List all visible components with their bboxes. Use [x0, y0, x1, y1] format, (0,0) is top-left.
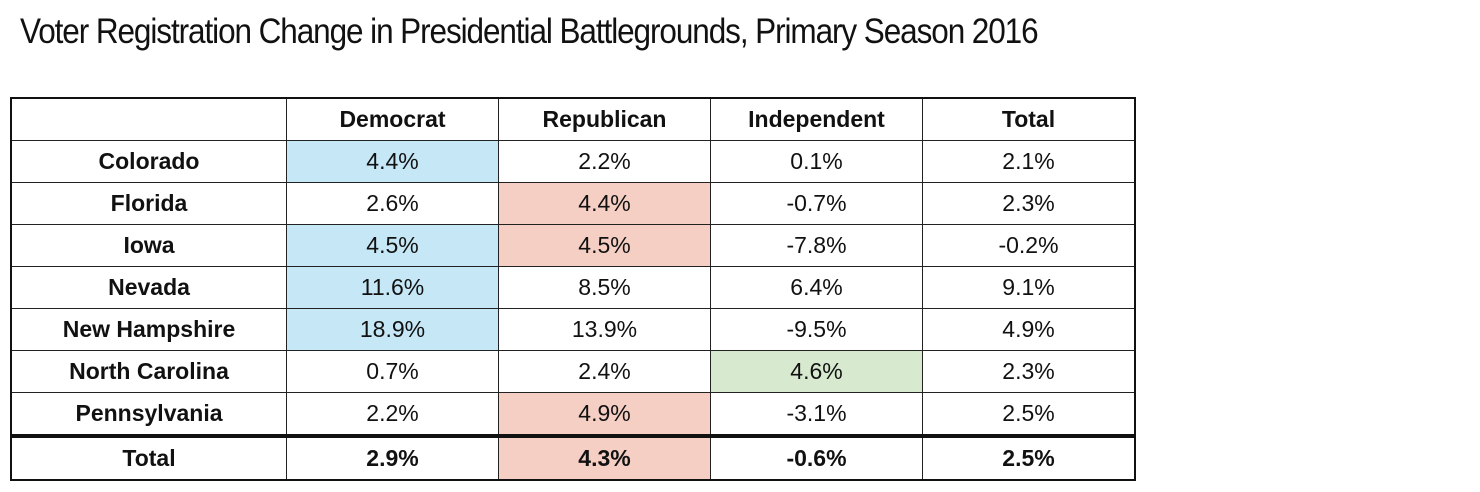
table-cell: 4.9%: [498, 392, 711, 437]
table-cell: 11.6%: [286, 266, 499, 309]
row-label: Pennsylvania: [10, 392, 287, 437]
table-row: New Hampshire 18.9% 13.9% -9.5% 4.9%: [10, 308, 1136, 351]
table-cell: 2.4%: [498, 350, 711, 393]
header-cell: Total: [922, 97, 1136, 141]
table-cell: 2.2%: [286, 392, 499, 437]
table-cell: 4.6%: [710, 350, 923, 393]
row-label: Nevada: [10, 266, 287, 309]
table-cell: 18.9%: [286, 308, 499, 351]
table-cell: 2.6%: [286, 182, 499, 225]
table-cell: -7.8%: [710, 224, 923, 267]
row-label: New Hampshire: [10, 308, 287, 351]
table-cell: 2.5%: [922, 392, 1136, 437]
table-cell: 2.3%: [922, 182, 1136, 225]
table-row: Colorado 4.4% 2.2% 0.1% 2.1%: [10, 140, 1136, 183]
table-cell: 4.3%: [498, 434, 711, 481]
row-label: Iowa: [10, 224, 287, 267]
table-cell: 4.5%: [498, 224, 711, 267]
table-cell: -0.7%: [710, 182, 923, 225]
table: Democrat Republican Independent Total Color…: [10, 97, 1136, 481]
table-cell: -0.6%: [710, 434, 923, 481]
table-cell: 2.9%: [286, 434, 499, 481]
table-row: Pennsylvania 2.2% 4.9% -3.1% 2.5%: [10, 392, 1136, 437]
table-cell: -3.1%: [710, 392, 923, 437]
table-cell: 4.4%: [286, 140, 499, 183]
row-label: Colorado: [10, 140, 287, 183]
table-cell: 0.1%: [710, 140, 923, 183]
table-cell: 2.1%: [922, 140, 1136, 183]
row-label: North Carolina: [10, 350, 287, 393]
table-row: North Carolina 0.7% 2.4% 4.6% 2.3%: [10, 350, 1136, 393]
table-cell: 2.3%: [922, 350, 1136, 393]
table-cell: 6.4%: [710, 266, 923, 309]
title: Voter Registration Change in Presidentia…: [20, 12, 1039, 51]
header-cell: Republican: [498, 97, 711, 141]
table-cell: -9.5%: [710, 308, 923, 351]
table-row: Iowa 4.5% 4.5% -7.8% -0.2%: [10, 224, 1136, 267]
table-cell: 4.5%: [286, 224, 499, 267]
table-cell: 4.4%: [498, 182, 711, 225]
row-label: Total: [10, 434, 287, 481]
table-row: Florida 2.6% 4.4% -0.7% 2.3%: [10, 182, 1136, 225]
table-cell: 9.1%: [922, 266, 1136, 309]
header-cell: Democrat: [286, 97, 499, 141]
table-cell: 13.9%: [498, 308, 711, 351]
table-row: Nevada 11.6% 8.5% 6.4% 9.1%: [10, 266, 1136, 309]
row-label: Florida: [10, 182, 287, 225]
table-cell: -0.2%: [922, 224, 1136, 267]
table-cell: 0.7%: [286, 350, 499, 393]
table-cell: 4.9%: [922, 308, 1136, 351]
table-body: Colorado 4.4% 2.2% 0.1% 2.1% Florida 2.6% 4.4% -…: [10, 140, 1136, 481]
header-cell: [10, 97, 287, 141]
table-row: Total 2.9% 4.3% -0.6% 2.5%: [10, 434, 1136, 481]
table-cell: 2.2%: [498, 140, 711, 183]
header-cell: Independent: [710, 97, 923, 141]
table-cell: 8.5%: [498, 266, 711, 309]
table-cell: 2.5%: [922, 434, 1136, 481]
header-row: Democrat Republican Independent Total: [10, 97, 1136, 141]
